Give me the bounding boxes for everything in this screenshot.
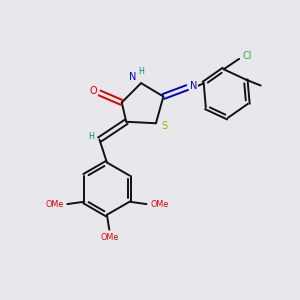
Text: OMe: OMe [150, 200, 168, 208]
Text: OMe: OMe [100, 233, 118, 242]
Text: H: H [139, 67, 145, 76]
Text: O: O [89, 86, 97, 96]
Text: N: N [190, 81, 197, 91]
Text: H: H [88, 132, 94, 141]
Text: N: N [129, 72, 136, 82]
Text: OMe: OMe [45, 200, 64, 208]
Text: S: S [161, 121, 167, 131]
Text: Cl: Cl [243, 51, 252, 61]
